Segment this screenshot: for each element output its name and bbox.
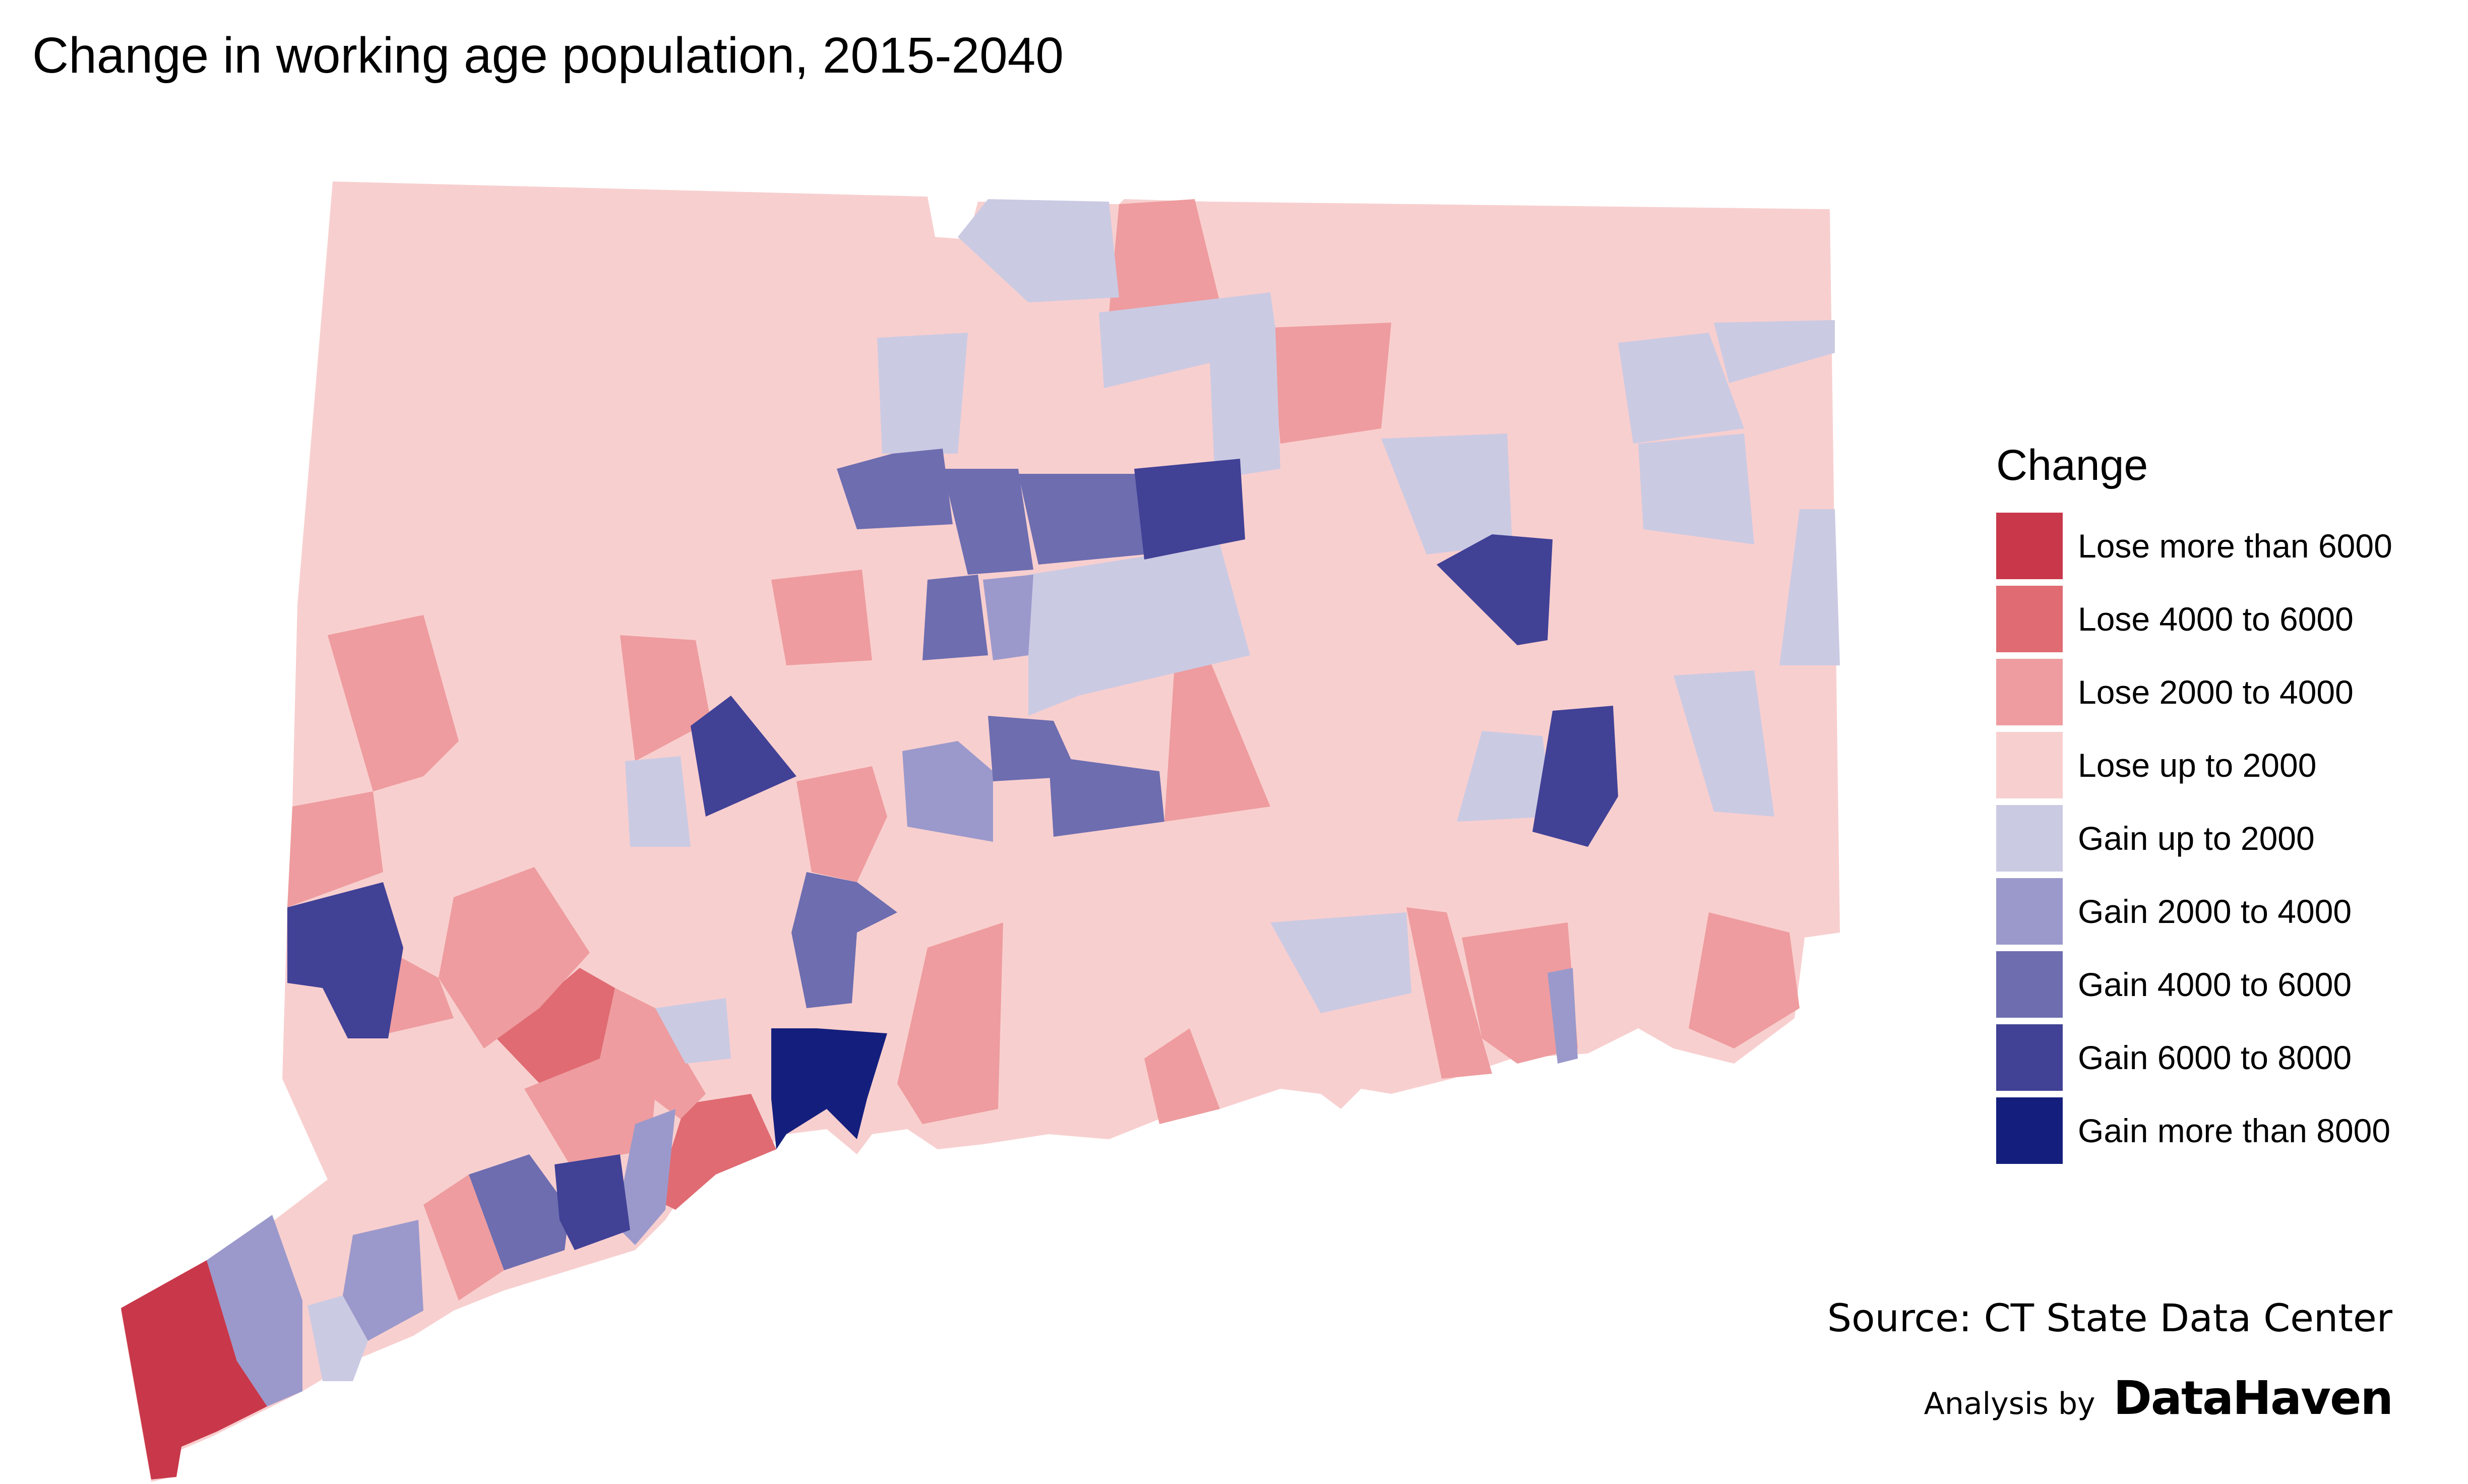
legend-label: Gain 4000 to 6000: [2078, 965, 2352, 1003]
town-region: [943, 469, 1033, 575]
legend-swatch: [1996, 1097, 2063, 1164]
town-region: [1548, 968, 1578, 1064]
town-region: [1134, 459, 1245, 560]
town-region: [1270, 323, 1391, 444]
town-region: [1638, 434, 1754, 544]
town-region: [691, 696, 796, 817]
town-region: [958, 199, 1119, 302]
town-region: [307, 1295, 368, 1381]
legend-label: Lose more than 6000: [2078, 527, 2392, 565]
legend-label: Gain more than 8000: [2078, 1111, 2391, 1149]
town-region: [1674, 670, 1774, 817]
town-region: [1437, 534, 1553, 645]
town-region: [625, 756, 691, 847]
town-region: [655, 998, 731, 1064]
town-region: [497, 968, 615, 1094]
town-region: [1099, 292, 1280, 479]
town-region: [328, 615, 459, 791]
map-legend: Change Lose more than 6000 Lose 4000 to …: [1996, 444, 2392, 1167]
town-region: [837, 449, 953, 529]
town-region: [1779, 509, 1840, 665]
town-region: [439, 867, 590, 1048]
legend-label: Lose 2000 to 4000: [2078, 673, 2354, 711]
legend-label: Gain 2000 to 4000: [2078, 892, 2352, 930]
legend-label: Gain 6000 to 8000: [2078, 1038, 2352, 1076]
town-region: [620, 635, 711, 761]
town-region: [1270, 912, 1411, 1013]
town-region: [796, 766, 887, 882]
town-region: [383, 948, 454, 1033]
legend-swatch: [1996, 585, 2063, 652]
legend-swatch: [1996, 1024, 2063, 1091]
town-region: [897, 922, 1003, 1124]
legend-item: Lose up to 2000: [1996, 728, 2392, 801]
map-title: Change in working age population, 2015-2…: [32, 27, 1064, 84]
town-region: [287, 791, 383, 907]
town-region: [1457, 731, 1553, 822]
town-region: [554, 1154, 630, 1250]
town-region: [121, 1260, 267, 1479]
town-region: [1462, 922, 1578, 1064]
town-region: [791, 872, 897, 1008]
town-region: [902, 741, 993, 842]
town-region: [983, 575, 1033, 660]
legend-title: Change: [1996, 441, 2148, 489]
legend-item: Lose more than 6000: [1996, 509, 2392, 582]
legend-item: Lose 2000 to 4000: [1996, 655, 2392, 728]
town-region: [877, 333, 968, 454]
town-region: [771, 1028, 887, 1149]
legend-swatch: [1996, 512, 2063, 579]
datahaven-logo: DataHaven: [2113, 1371, 2393, 1425]
town-region: [600, 988, 706, 1119]
town-region: [1714, 320, 1835, 383]
town-region: [1144, 1028, 1220, 1124]
town-region: [615, 1109, 675, 1245]
town-region: [1689, 912, 1800, 1048]
town-region: [423, 1174, 504, 1301]
legend-label: Lose 4000 to 6000: [2078, 600, 2354, 638]
town-region: [771, 570, 872, 665]
town-region: [1406, 907, 1492, 1079]
town-region: [469, 1154, 570, 1270]
legend-label: Lose up to 2000: [2078, 746, 2317, 784]
legend-item: Gain 2000 to 4000: [1996, 875, 2392, 948]
town-region: [1048, 756, 1164, 837]
legend-item: Gain up to 2000: [1996, 801, 2392, 875]
source-note: Source: CT State Data Center: [1827, 1295, 2392, 1340]
legend-item: Lose 4000 to 6000: [1996, 582, 2392, 655]
town-region: [1381, 434, 1512, 554]
town-region: [1532, 706, 1618, 847]
legend-item: Gain 6000 to 8000: [1996, 1021, 2392, 1094]
town-region: [1018, 474, 1144, 565]
legend-item: Gain more than 8000: [1996, 1094, 2392, 1167]
town-region: [287, 882, 403, 1038]
town-region: [524, 1059, 655, 1164]
town-region: [1028, 544, 1250, 716]
legend-label: Gain up to 2000: [2078, 819, 2315, 857]
town-region: [922, 575, 988, 660]
town-region: [1618, 333, 1744, 444]
town-region: [655, 1094, 776, 1210]
town-region: [207, 1215, 302, 1406]
town-region: [1109, 199, 1220, 313]
legend-swatch: [1996, 951, 2063, 1018]
analysis-credit: Analysis by DataHaven: [1924, 1371, 2393, 1425]
legend-item: Gain 4000 to 6000: [1996, 948, 2392, 1021]
town-region: [1164, 660, 1270, 822]
credit-prefix: Analysis by: [1924, 1386, 2095, 1421]
legend-swatch: [1996, 878, 2063, 945]
town-region: [343, 1220, 423, 1341]
legend-swatch: [1996, 658, 2063, 725]
legend-swatch: [1996, 731, 2063, 798]
legend-swatch: [1996, 805, 2063, 872]
